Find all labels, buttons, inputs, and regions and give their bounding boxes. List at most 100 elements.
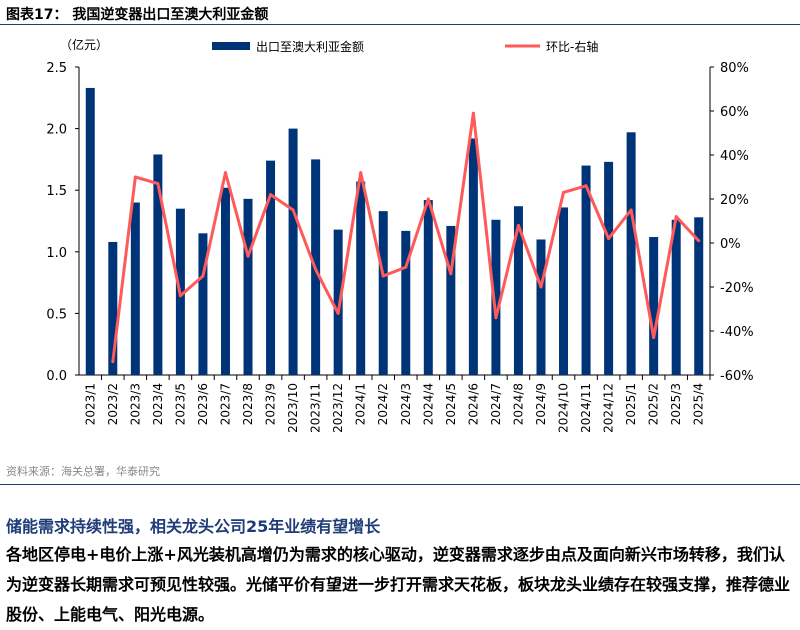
bar [604,161,614,375]
line-point [607,237,611,241]
line-point [336,311,340,315]
line-point [133,175,137,179]
x-tick-label: 2025/1 [624,383,638,425]
x-tick-label: 2023/1 [83,383,97,425]
x-tick-label: 2024/11 [579,383,593,433]
y-tick-label: 1.5 [46,184,67,199]
y2-tick-label: 60% [720,105,749,120]
y-tick-label: 2.0 [46,123,67,138]
x-tick-label: 2024/10 [557,383,571,433]
x-tick-label: 2023/2 [106,383,120,425]
line-point [156,182,160,186]
line-point [584,184,588,188]
bar [130,202,140,375]
line-point [539,285,543,289]
x-tick-label: 2024/5 [444,383,458,425]
bar [513,206,523,375]
x-tick-label: 2024/1 [354,383,368,425]
bar [626,132,636,375]
bar [649,237,659,375]
bar [423,200,433,375]
x-tick-label: 2023/12 [331,383,345,433]
y2-tick-label: 0% [720,237,741,252]
legend-bar-swatch [212,42,250,50]
x-tick-label: 2023/6 [196,383,210,425]
x-tick-label: 2025/2 [647,383,661,425]
y-tick-label: 0.0 [46,369,67,384]
y2-tick-label: 80% [720,61,749,76]
legend-bar-label: 出口至澳大利亚金额 [256,39,364,54]
bar [333,229,343,375]
x-tick-label: 2023/11 [309,383,323,433]
y2-tick-label: -60% [720,369,754,384]
x-tick-label: 2023/4 [151,383,165,425]
line-point [516,223,520,227]
x-tick-label: 2024/6 [466,383,480,425]
bar [694,217,704,375]
section-headline: 储能需求持续性强，相关龙头公司25年业绩有望增长 [6,517,381,536]
x-tick-label: 2023/7 [218,383,232,425]
bar [153,154,163,375]
x-tick-label: 2023/5 [173,383,187,425]
line-point [449,272,453,276]
bar [288,128,298,375]
chart-title: 图表17： 我国逆变器出口至澳大利亚金额 [6,7,269,23]
line-point [471,111,475,115]
line-point [223,171,227,175]
title-divider [0,24,800,25]
y-tick-label: 1.0 [46,246,67,261]
x-tick-label: 2024/7 [489,383,503,425]
x-tick-label: 2024/4 [421,383,435,425]
line-point [629,208,633,212]
line-point [246,254,250,258]
y-tick-label: 2.5 [46,61,67,76]
line-point [494,316,498,320]
line-point [111,360,115,364]
line-point [359,171,363,175]
source-note: 资料来源：海关总署，华泰研究 [6,465,160,478]
bar [468,138,478,375]
x-tick-label: 2024/9 [534,383,548,425]
bar [401,230,411,375]
legend-line-label: 环比-右轴 [546,39,598,54]
bar [446,225,456,375]
bar [243,198,253,375]
x-tick-label: 2024/2 [376,383,390,425]
y-tick-label: 0.5 [46,307,67,322]
bar [220,187,230,375]
bar [198,233,208,375]
x-tick-label: 2023/9 [264,383,278,425]
line-point [201,274,205,278]
y-axis-label: （亿元） [60,37,108,52]
y2-tick-label: -40% [720,325,754,340]
line-point [674,215,678,219]
line-point [291,208,295,212]
x-tick-label: 2023/3 [128,383,142,425]
bar [378,211,388,375]
bar [671,219,681,375]
bar [536,239,546,375]
x-tick-label: 2023/10 [286,383,300,433]
bar [85,87,95,375]
line-point [381,274,385,278]
bar [491,219,501,375]
y2-tick-label: 20% [720,193,749,208]
source-divider [0,484,800,485]
x-tick-label: 2024/8 [511,383,525,425]
line-point [314,267,318,271]
line-point [269,193,273,197]
line-point [652,336,656,340]
bar [266,160,276,375]
x-tick-label: 2025/3 [669,383,683,425]
x-tick-label: 2024/12 [602,383,616,433]
line-point [562,190,566,194]
line-point [404,265,408,269]
bar [356,181,366,375]
x-tick-label: 2025/4 [692,383,706,425]
line-point [697,239,701,243]
line-point [426,197,430,201]
line-point [178,294,182,298]
bar [581,165,591,375]
x-tick-label: 2023/8 [241,383,255,425]
bar [559,207,569,375]
